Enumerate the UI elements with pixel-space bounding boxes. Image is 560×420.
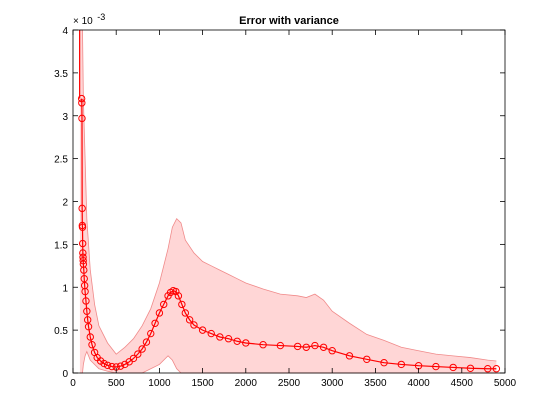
series-point xyxy=(181,309,190,317)
variance-band-upper-edge xyxy=(79,29,497,362)
series-point xyxy=(151,319,159,327)
series-point xyxy=(397,360,406,369)
series-point xyxy=(293,342,302,351)
series-point xyxy=(134,350,142,358)
x-tick-label: 1500 xyxy=(191,378,214,389)
y-tick-label: 0 xyxy=(62,369,68,380)
y-exponent-base: × 10 xyxy=(73,16,93,27)
series-point xyxy=(147,329,155,338)
series-point xyxy=(77,94,86,103)
x-tick-label: 2500 xyxy=(278,378,301,389)
series-point xyxy=(83,307,91,315)
series-point xyxy=(345,352,354,360)
series-point xyxy=(88,341,96,349)
series-point xyxy=(116,362,125,370)
x-tick-label: 3500 xyxy=(364,378,387,389)
series-point xyxy=(84,322,93,331)
series-point xyxy=(78,223,87,231)
series-point xyxy=(190,321,198,329)
x-tick-label: 2000 xyxy=(235,378,258,389)
series-point xyxy=(81,287,89,296)
series-point xyxy=(78,204,86,213)
x-tick-label: 1000 xyxy=(148,378,171,389)
series-point xyxy=(78,99,86,107)
series-point xyxy=(319,343,328,351)
series-point xyxy=(276,341,285,350)
series-point xyxy=(108,362,116,371)
y-tick-label: 4 xyxy=(62,26,68,37)
series-point xyxy=(259,341,267,349)
series-point xyxy=(207,329,215,338)
series-point xyxy=(138,345,146,353)
series-point xyxy=(302,343,310,351)
series-point xyxy=(363,355,371,363)
variance-band xyxy=(79,29,497,374)
series-point xyxy=(484,365,492,373)
series-point xyxy=(311,341,319,350)
error-series xyxy=(77,30,501,373)
y-tick-label: 2.5 xyxy=(54,155,68,166)
series-point xyxy=(155,309,164,317)
y-exponent: × 10 -3 xyxy=(73,11,105,28)
x-tick-label: 4000 xyxy=(407,378,430,389)
series-point xyxy=(129,354,138,363)
ticks: 0 500 1000 1500 2000 2500 3000 3500 4000 4500 5000… xyxy=(54,26,516,389)
variance-band-area xyxy=(79,30,497,373)
x-tick-label: 5000 xyxy=(494,378,517,389)
series-point xyxy=(174,292,183,300)
series-point xyxy=(185,316,194,324)
x-tick-label: 500 xyxy=(108,378,125,389)
series-point xyxy=(466,364,475,372)
series-point xyxy=(79,249,87,257)
series-point xyxy=(78,114,86,123)
series-point xyxy=(380,359,388,367)
series-point xyxy=(160,300,168,309)
y-tick-label: 3.5 xyxy=(54,69,68,80)
series-point xyxy=(233,337,241,345)
y-tick-label: 3 xyxy=(62,112,68,123)
series-point xyxy=(242,339,250,347)
x-tick-label: 3000 xyxy=(321,378,344,389)
y-tick-label: 1 xyxy=(62,283,68,294)
x-tick-label: 4500 xyxy=(451,378,474,389)
x-tick-label: 0 xyxy=(70,378,76,389)
series-point xyxy=(432,362,440,371)
series-point xyxy=(449,363,457,372)
y-tick-label: 1.5 xyxy=(54,240,68,251)
series-point xyxy=(103,361,112,369)
series-point xyxy=(86,333,94,341)
series-point xyxy=(178,300,186,309)
series-point xyxy=(83,316,92,324)
chart-title: Error with variance xyxy=(239,15,339,27)
series-point xyxy=(328,347,336,355)
series-point xyxy=(198,326,207,334)
series-point xyxy=(216,333,224,341)
series-point xyxy=(100,359,108,368)
series-point xyxy=(492,365,501,373)
y-tick-label: 2 xyxy=(62,198,68,209)
y-exponent-power: -3 xyxy=(97,12,105,22)
series-point xyxy=(80,266,88,274)
y-tick-label: 0.5 xyxy=(54,326,68,337)
series-point xyxy=(78,239,87,248)
series-point xyxy=(142,338,151,346)
series-point xyxy=(82,297,90,305)
series-point xyxy=(224,335,233,343)
series-point xyxy=(79,256,87,265)
